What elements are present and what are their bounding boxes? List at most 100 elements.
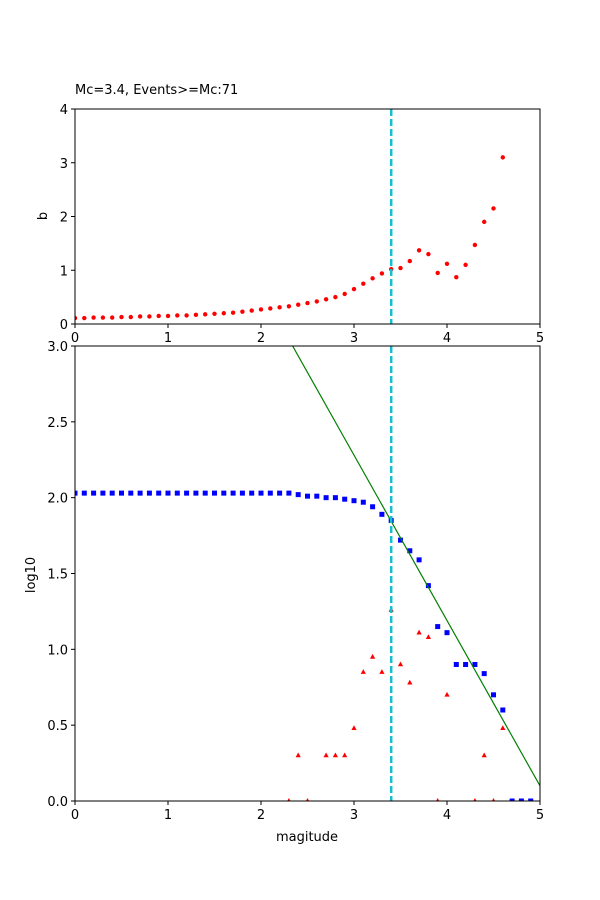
cumulative-point bbox=[277, 490, 283, 496]
data-point bbox=[500, 155, 505, 160]
data-point bbox=[426, 251, 431, 257]
x-tick-label: 2 bbox=[257, 331, 265, 346]
noncumulative-point bbox=[416, 629, 422, 635]
data-point bbox=[435, 270, 440, 276]
cumulative-point bbox=[314, 493, 320, 499]
cumulative-point bbox=[351, 498, 357, 504]
cumulative-point bbox=[295, 492, 301, 498]
cumulative-point bbox=[518, 798, 524, 801]
data-point bbox=[203, 312, 208, 317]
noncumulative-point bbox=[436, 798, 440, 801]
x-tick-label: 0 bbox=[71, 808, 79, 823]
y-axis-label: log10 bbox=[24, 557, 39, 593]
x-tick-label: 4 bbox=[443, 808, 451, 823]
cumulative-point bbox=[146, 490, 152, 496]
data-point bbox=[482, 219, 487, 225]
noncumulative-point bbox=[351, 725, 357, 730]
data-point bbox=[240, 309, 245, 314]
cumulative-point bbox=[305, 493, 310, 499]
data-point bbox=[75, 315, 78, 321]
y-tick-label: 1 bbox=[60, 264, 68, 279]
cumulative-point bbox=[342, 496, 348, 502]
cumulative-point bbox=[500, 707, 506, 713]
data-point bbox=[277, 305, 282, 310]
y-tick-label: 0 bbox=[60, 318, 68, 333]
cumulative-point bbox=[360, 499, 366, 505]
data-point bbox=[137, 314, 143, 319]
cumulative-point bbox=[286, 490, 292, 496]
y-tick-label: 2 bbox=[60, 211, 68, 226]
cumulative-point bbox=[481, 671, 487, 677]
data-point bbox=[119, 314, 124, 320]
data-point bbox=[323, 297, 329, 302]
cumulative-point bbox=[212, 490, 217, 496]
cumulative-point bbox=[528, 798, 534, 801]
noncumulative-point bbox=[360, 669, 366, 674]
tick-group: 0 1 2 3 4 5 0.0 0.5 1.0 1.5 2.0 2.5 3.0 bbox=[47, 340, 544, 823]
cumulative-point bbox=[230, 490, 236, 496]
data-point bbox=[463, 262, 468, 268]
x-tick-label: 1 bbox=[164, 808, 172, 823]
x-tick-label: 3 bbox=[350, 331, 358, 346]
data-point bbox=[165, 313, 171, 319]
cumulative-point bbox=[453, 662, 459, 667]
data-point bbox=[416, 248, 422, 253]
noncumulative-point bbox=[444, 691, 450, 697]
data-point bbox=[333, 294, 338, 300]
data-point bbox=[212, 311, 217, 316]
data-point bbox=[351, 286, 357, 292]
data-point bbox=[100, 315, 106, 320]
cumulative-point bbox=[239, 490, 245, 496]
cumulative-point bbox=[193, 490, 199, 496]
plot-area bbox=[75, 109, 505, 324]
x-tick-label: 5 bbox=[536, 331, 544, 346]
data-point bbox=[454, 275, 459, 280]
data-point bbox=[305, 300, 310, 306]
cumulative-point bbox=[156, 490, 162, 496]
noncumulative-point bbox=[473, 798, 477, 801]
data-point bbox=[491, 206, 496, 211]
cumulative-point bbox=[444, 630, 450, 636]
cumulative-point bbox=[119, 490, 124, 496]
data-point bbox=[147, 314, 152, 319]
noncumulative-point bbox=[305, 798, 310, 801]
cumulative-point bbox=[323, 495, 329, 501]
noncumulative-point bbox=[407, 679, 413, 685]
data-point bbox=[444, 261, 450, 266]
cumulative-point bbox=[425, 583, 431, 589]
data-point bbox=[342, 291, 347, 297]
y-tick-label: 0.5 bbox=[47, 719, 68, 734]
x-axis-label: magitude bbox=[276, 830, 338, 845]
cumulative-point bbox=[398, 537, 403, 543]
y-tick-label: 2.0 bbox=[47, 492, 68, 507]
cumulative-point bbox=[370, 504, 376, 510]
cumulative-point bbox=[416, 557, 422, 563]
cumulative-point bbox=[509, 798, 515, 801]
cumulative-point bbox=[407, 548, 413, 554]
data-point bbox=[286, 304, 292, 309]
data-point bbox=[110, 315, 115, 320]
cumulative-point bbox=[137, 490, 143, 496]
data-point bbox=[314, 299, 319, 304]
cumulative-point bbox=[258, 490, 264, 496]
x-tick-label: 5 bbox=[536, 808, 544, 823]
data-point bbox=[175, 313, 180, 318]
cumulative-point bbox=[435, 624, 441, 630]
data-point bbox=[258, 307, 264, 312]
cumulative-point bbox=[463, 662, 469, 667]
y-tick-label: 3 bbox=[60, 157, 68, 172]
cumulative-point bbox=[109, 490, 115, 496]
cumulative-point bbox=[81, 490, 87, 496]
chart-title: Mc=3.4, Events>=Mc:71 bbox=[75, 83, 238, 98]
noncumulative-point bbox=[481, 752, 487, 758]
cumulative-point bbox=[100, 490, 106, 496]
marks-group bbox=[75, 346, 540, 801]
data-point bbox=[398, 265, 403, 271]
x-tick-label: 2 bbox=[257, 808, 265, 823]
x-tick-label: 3 bbox=[350, 808, 358, 823]
noncumulative-point bbox=[379, 669, 385, 674]
x-tick-label: 0 bbox=[71, 331, 79, 346]
noncumulative-point bbox=[491, 798, 496, 801]
y-tick-label: 4 bbox=[60, 103, 68, 118]
